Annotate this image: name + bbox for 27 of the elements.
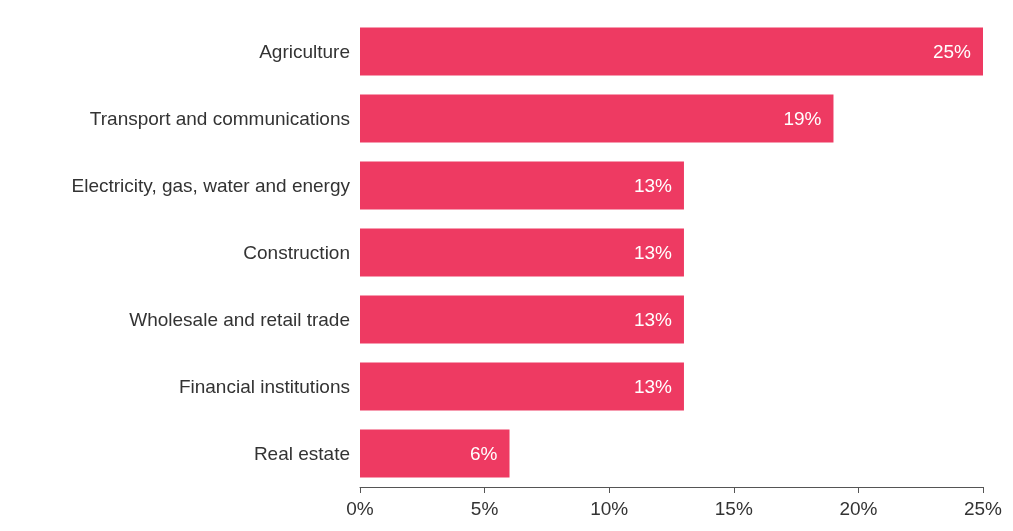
x-tick-label: 25% [963, 498, 1003, 519]
bar [360, 295, 684, 344]
bar [360, 362, 684, 411]
data-label: 6% [470, 443, 498, 464]
data-label: 25% [932, 41, 972, 62]
data-label: 13% [633, 376, 673, 397]
bar [360, 429, 510, 478]
bar [360, 27, 983, 76]
x-tick-label: 20% [839, 498, 878, 519]
y-tick-label: Agriculture [259, 41, 350, 62]
bar [360, 161, 684, 210]
x-tick-label: 5% [470, 498, 499, 519]
data-label: 19% [783, 108, 822, 129]
y-tick-label: Construction [243, 242, 350, 263]
data-label: 13% [633, 242, 673, 263]
x-tick-label: 10% [590, 498, 629, 519]
x-tick-label: 15% [714, 498, 753, 519]
data-label: 13% [633, 175, 673, 196]
bar [360, 94, 834, 143]
y-tick-label: Wholesale and retail trade [129, 309, 350, 330]
y-tick-label: Financial institutions [178, 376, 350, 397]
data-label: 13% [633, 309, 673, 330]
y-tick-label: Transport and communications [89, 108, 350, 129]
y-tick-label: Real estate [253, 443, 350, 464]
y-tick-label: Electricity, gas, water and energy [71, 175, 351, 196]
bar [360, 228, 684, 277]
x-tick-label: 0% [346, 498, 374, 519]
